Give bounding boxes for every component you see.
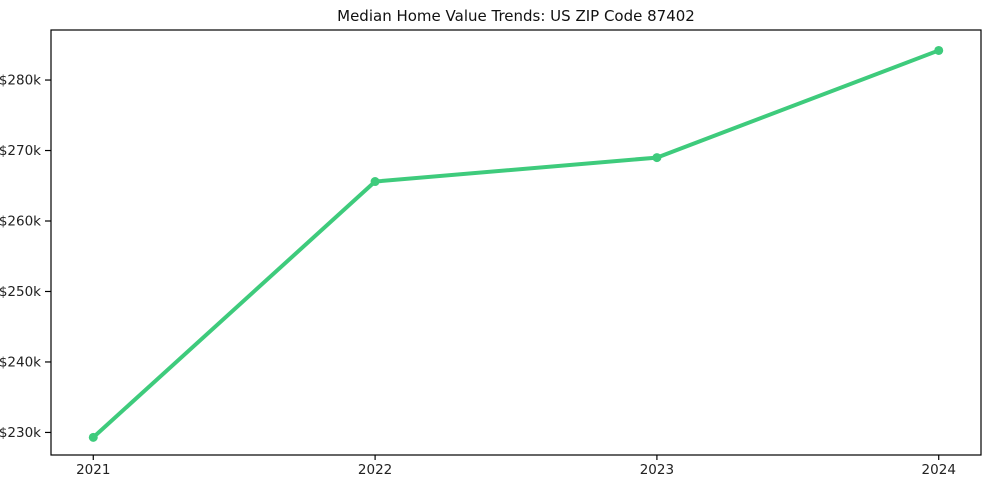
y-tick-label: $250k: [0, 284, 41, 300]
y-axis: $230k $240k $250k $260k $270k $280k: [0, 73, 51, 441]
y-tick-label: $240k: [0, 354, 41, 370]
x-tick-label: 2024: [922, 462, 956, 478]
data-point-marker: [88, 432, 98, 442]
x-tick-label: 2022: [358, 462, 392, 478]
x-tick-label: 2021: [76, 462, 110, 478]
x-tick-label: 2023: [640, 462, 674, 478]
data-point-marker: [370, 177, 380, 187]
trend-line: [91, 48, 941, 440]
y-tick-label: $230k: [0, 425, 41, 441]
plot-border: [50, 29, 982, 456]
y-tick-label: $270k: [0, 143, 41, 159]
data-point-marker: [934, 45, 944, 55]
chart-title: Median Home Value Trends: US ZIP Code 87…: [337, 7, 695, 25]
data-point-marker: [652, 153, 662, 163]
y-tick-label: $280k: [0, 73, 41, 89]
series-group: [88, 45, 944, 442]
y-tick-label: $260k: [0, 214, 41, 230]
x-axis: 2021 2022 2023 2024: [76, 455, 956, 478]
